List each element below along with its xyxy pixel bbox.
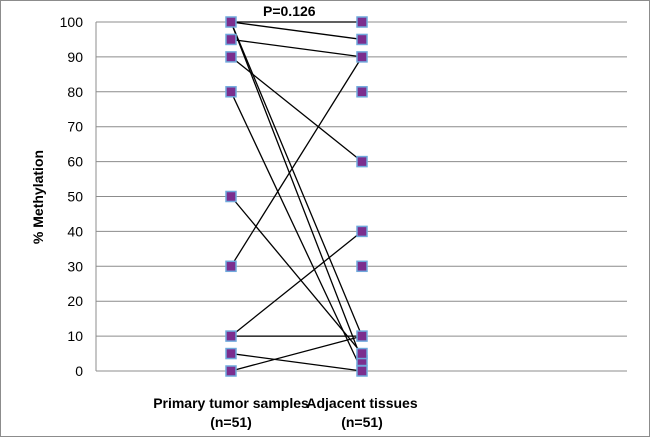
category-labels: Primary tumor samples (n=51) Adjacent ti… <box>153 395 418 430</box>
y-tick-label-60: 60 <box>67 154 83 170</box>
adjacent-marker-10 <box>356 330 368 342</box>
pair-line-9 <box>230 230 363 337</box>
grid-layer <box>95 21 627 372</box>
adjacent-marker-95 <box>356 33 368 46</box>
pair-line-1 <box>230 21 363 41</box>
adjacent-marker-60 <box>356 155 368 168</box>
category-label-primary-line1: Primary tumor samples <box>153 395 309 411</box>
y-tick-label-70: 70 <box>67 119 83 135</box>
pair-line-11 <box>230 352 363 372</box>
y-tick-label-100: 100 <box>60 14 84 30</box>
pair-line-2 <box>230 21 363 337</box>
primary-marker-5 <box>225 347 237 360</box>
adjacent-marker-40 <box>356 225 368 238</box>
adjacent-marker-5 <box>356 347 368 360</box>
y-tick-labels: 0 10 20 30 40 50 60 70 80 90 100 <box>60 14 84 379</box>
y-tick-label-10: 10 <box>67 328 83 344</box>
adjacent-marker-90 <box>356 51 368 63</box>
pair-line-6 <box>230 91 363 372</box>
pair-lines <box>230 21 363 372</box>
y-tick-label-40: 40 <box>67 223 83 239</box>
adjacent-marker-80 <box>356 86 368 98</box>
adjacent-marker-100 <box>356 16 368 28</box>
pair-line-5 <box>230 56 363 163</box>
primary-marker-95 <box>225 33 237 46</box>
p-value-annotation: P=0.126 <box>263 3 316 19</box>
pair-line-7 <box>230 196 363 354</box>
pair-line-12 <box>230 335 363 372</box>
primary-marker-90 <box>225 51 237 63</box>
category-label-adjacent-line2: (n=51) <box>341 414 383 430</box>
pair-line-8 <box>230 56 363 267</box>
primary-marker-10 <box>225 330 237 342</box>
data-markers <box>225 16 368 377</box>
category-label-adjacent-line1: Adjacent tissues <box>306 395 417 411</box>
y-tick-label-50: 50 <box>67 189 83 205</box>
adjacent-marker-0 <box>356 365 368 377</box>
primary-marker-0 <box>225 365 237 377</box>
y-tick-label-20: 20 <box>67 293 83 309</box>
adjacent-marker-30 <box>356 260 368 273</box>
primary-marker-30 <box>225 260 237 273</box>
y-axis-title: % Methylation <box>30 150 46 244</box>
category-label-primary-line2: (n=51) <box>210 414 252 430</box>
pair-line-4 <box>230 38 363 58</box>
y-tick-label-0: 0 <box>75 363 83 379</box>
primary-marker-100 <box>225 16 237 28</box>
primary-marker-80 <box>225 86 237 98</box>
pair-line-3 <box>230 21 363 361</box>
primary-marker-50 <box>225 190 237 203</box>
y-tick-label-90: 90 <box>67 49 83 65</box>
y-tick-label-30: 30 <box>67 258 83 274</box>
y-tick-label-80: 80 <box>67 84 83 100</box>
